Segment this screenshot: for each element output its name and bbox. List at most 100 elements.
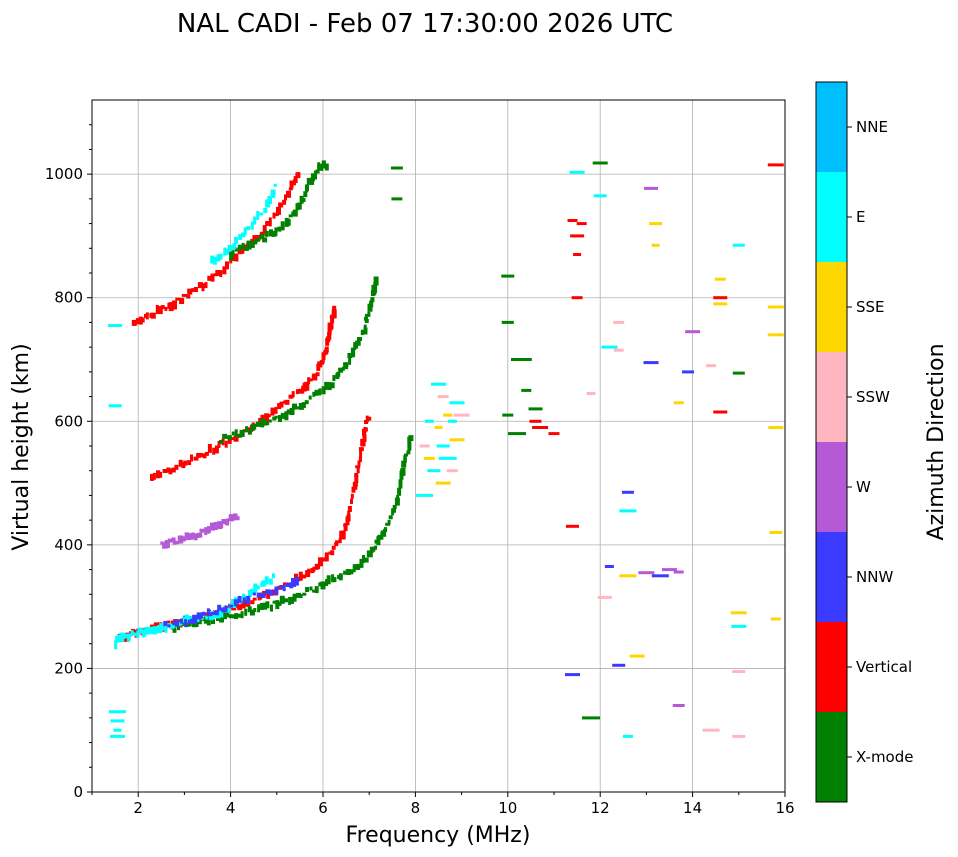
echo-point — [501, 274, 515, 278]
echo-point — [246, 240, 252, 250]
echo-point — [225, 261, 229, 270]
echo-point — [172, 300, 177, 310]
echo-point — [229, 258, 233, 264]
echo-point — [318, 582, 322, 587]
echo-point — [226, 248, 229, 255]
echo-point — [192, 614, 198, 624]
echo-point — [371, 546, 376, 552]
colorbar-segment — [816, 532, 847, 622]
echo-point — [343, 523, 348, 527]
echo-point — [351, 351, 356, 358]
echo-point — [582, 716, 600, 720]
echo-point — [307, 568, 311, 576]
echo-point — [204, 451, 209, 456]
echo-point — [179, 535, 184, 544]
echo-point — [155, 305, 159, 314]
echo-point — [296, 592, 301, 598]
echo-point — [643, 361, 659, 365]
echo-point — [360, 438, 366, 446]
echo-point — [769, 531, 783, 534]
echo-point — [279, 595, 285, 604]
echo-point — [388, 515, 393, 520]
echo-point — [243, 244, 248, 249]
echo-point — [206, 526, 211, 534]
echo-point — [416, 493, 434, 497]
echo-point — [224, 613, 230, 617]
echo-point — [191, 532, 195, 539]
echo-point — [282, 585, 286, 592]
echo-point — [383, 528, 387, 537]
echo-point — [713, 302, 728, 306]
echo-point — [221, 438, 225, 446]
echo-point — [274, 586, 279, 595]
echo-point — [321, 386, 326, 395]
echo-point — [141, 629, 146, 638]
echo-point — [346, 514, 351, 522]
echo-point — [212, 256, 217, 265]
echo-point — [435, 481, 451, 485]
echo-point — [732, 670, 746, 673]
echo-point — [264, 576, 269, 585]
echo-point — [396, 495, 400, 505]
echo-point — [187, 288, 193, 295]
echo-point — [243, 246, 249, 251]
echo-point — [184, 619, 188, 628]
echo-point — [271, 573, 275, 579]
echo-point — [231, 431, 235, 436]
echo-point — [324, 552, 329, 562]
colorbar-segment — [816, 172, 847, 262]
echo-point — [502, 413, 514, 417]
echo-point — [288, 187, 293, 191]
echo-point — [250, 424, 255, 432]
echo-point — [169, 623, 175, 629]
echo-point — [305, 587, 310, 592]
echo-point — [453, 413, 470, 417]
echo-point — [302, 592, 307, 596]
y-axis-label: Virtual height (km) — [9, 343, 34, 550]
colorbar-segment — [816, 622, 847, 712]
echo-point — [246, 226, 251, 231]
echo-point — [206, 608, 210, 617]
echo-point — [447, 419, 457, 423]
colorbar-tick-label: X-mode — [856, 748, 913, 766]
echo-point — [613, 320, 625, 324]
echo-point — [284, 194, 287, 201]
echo-point — [109, 734, 125, 738]
echo-point — [201, 283, 205, 292]
echo-point — [269, 589, 274, 596]
echo-point — [338, 538, 342, 544]
echo-point — [253, 239, 258, 245]
echo-point — [406, 450, 411, 455]
y-tick-label: 200 — [54, 659, 83, 677]
echo-point — [255, 585, 260, 590]
echo-point — [284, 598, 288, 603]
echo-point — [327, 382, 332, 391]
colorbar-segment — [816, 712, 847, 802]
echo-point — [188, 616, 194, 621]
echo-point — [360, 331, 364, 336]
echo-point — [121, 632, 126, 639]
echo-point — [601, 345, 618, 349]
echo-point — [174, 464, 179, 470]
echo-point — [253, 583, 258, 593]
echo-point — [401, 460, 407, 468]
echo-point — [160, 541, 164, 545]
echo-point — [312, 373, 318, 381]
echo-point — [673, 401, 684, 405]
echo-point — [324, 163, 329, 171]
echo-point — [532, 426, 549, 429]
echo-point — [108, 324, 123, 327]
echo-point — [242, 593, 245, 601]
echo-point — [272, 416, 277, 421]
echo-point — [252, 235, 258, 243]
echo-point — [354, 475, 359, 484]
echo-point — [268, 217, 272, 227]
echo-point — [662, 568, 677, 572]
echo-point — [288, 394, 294, 399]
plot-area: 2 4 6 8 10 12 14 16 0 200 400 600 800 1000 — [45, 99, 795, 817]
echo-point — [317, 565, 321, 570]
echo-point — [423, 456, 435, 460]
echo-point — [350, 493, 354, 499]
echo-point — [372, 284, 378, 293]
